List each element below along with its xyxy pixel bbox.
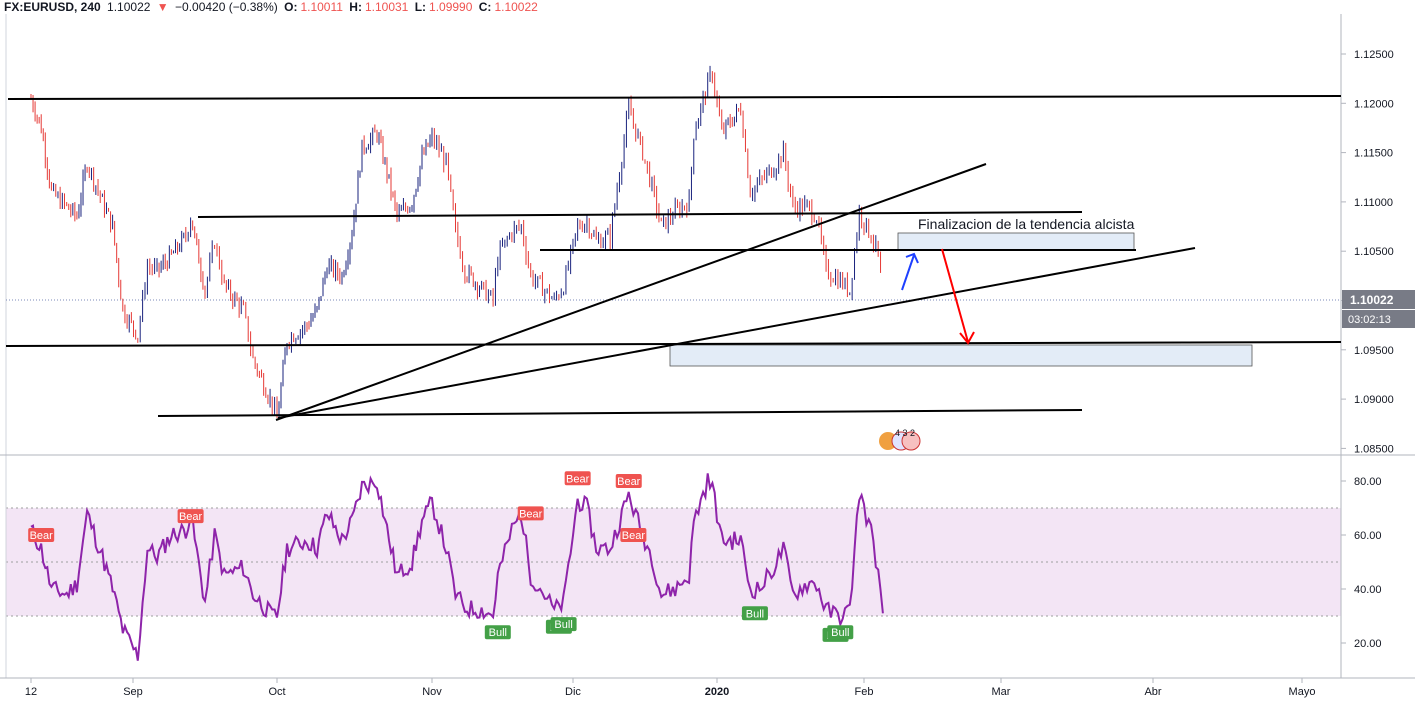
price-tick-label: 1.12500	[1354, 49, 1394, 61]
bear-signal-label: Bear	[30, 530, 54, 542]
bull-signal-label: Bull	[746, 608, 764, 620]
resistance-line-mid[interactable]	[197, 211, 1083, 218]
bear-signal-label: Bear	[519, 508, 543, 520]
rsi-line	[30, 473, 884, 661]
bounce-up-arrow[interactable]	[901, 252, 919, 291]
time-tick-label: Mar	[992, 686, 1011, 698]
time-tick-label: Mayo	[1289, 686, 1316, 698]
event-count: 4 3 2	[895, 428, 915, 438]
event-badge[interactable]: 4 3 2	[879, 428, 921, 451]
time-tick-label: 2020	[705, 686, 729, 698]
price-tick-label: 1.09500	[1354, 345, 1394, 357]
bull-signal-bg	[550, 617, 577, 632]
rsi-tick-label: 40.00	[1354, 584, 1382, 596]
bear-signal-label: Bear	[566, 473, 590, 485]
rsi-signals: Bear Bear Bull Bear Bull Bull Bear Bear Bear Bull…	[28, 471, 854, 642]
rsi-series	[30, 473, 884, 661]
bear-signal-bg	[615, 474, 642, 488]
bear-signal-bg	[177, 509, 204, 524]
last-value: 1.10022	[107, 0, 151, 14]
candlestick-series	[30, 65, 882, 419]
bull-signal-bg	[741, 606, 768, 621]
time-tick-label: Abr	[1144, 686, 1161, 698]
time-tick-label: Dic	[565, 686, 581, 698]
symbol-label[interactable]: FX:EURUSD, 240	[4, 0, 101, 14]
open-label: O:	[284, 0, 298, 14]
low-label: L:	[414, 0, 427, 14]
countdown-label: 03:02:13	[1348, 314, 1391, 326]
time-tick-label: Nov	[422, 686, 442, 698]
change-value: −0.00420 (−0.38%)	[175, 0, 278, 14]
price-tick-label: 1.11000	[1354, 197, 1393, 209]
high-value: 1.10031	[364, 0, 409, 14]
last-price-label: 1.10022	[1350, 293, 1394, 307]
rsi-tick-label: 20.00	[1354, 638, 1382, 650]
support-line-bottom[interactable]	[157, 409, 1083, 417]
price-pane[interactable]	[0, 14, 1341, 454]
bear-signal-bg	[28, 528, 55, 542]
bull-signal-label: Bull	[831, 627, 849, 639]
down-arrow-icon: ▼	[156, 0, 169, 14]
breakdown-arrow[interactable]	[941, 248, 975, 345]
high-label: H:	[349, 0, 362, 14]
trendline-shallow[interactable]	[277, 247, 1196, 419]
time-tick-label: Oct	[268, 686, 285, 698]
close-label: C:	[478, 0, 492, 14]
resistance-line-top[interactable]	[7, 95, 1342, 100]
open-value: 1.10011	[300, 0, 343, 14]
price-tick-label: 1.11500	[1354, 148, 1393, 160]
bear-signal-bg	[517, 506, 544, 521]
bear-signal-bg	[620, 528, 647, 542]
last-price-tag: 1.10022 03:02:13	[1342, 290, 1415, 328]
eu-flag-icon	[901, 431, 921, 451]
flag-icon	[879, 432, 897, 450]
rsi-axis[interactable]: 80.00 60.00 40.00 20.00	[1341, 476, 1382, 650]
lower-zone-box[interactable]	[669, 344, 1253, 367]
bear-signal-label: Bear	[622, 530, 646, 542]
bull-signal-bg	[484, 625, 511, 640]
bull-signal-label: Bull	[554, 619, 572, 631]
price-tick-label: 1.10500	[1354, 246, 1394, 258]
bear-signal-label: Bear	[617, 476, 641, 488]
price-tick-label: 1.08500	[1354, 443, 1394, 455]
rsi-band	[6, 508, 1341, 616]
last-price-bg	[1342, 290, 1415, 309]
bull-signal-label: Bull	[489, 627, 507, 639]
bull-signal-bg	[827, 625, 854, 640]
trendline-steep[interactable]	[275, 163, 987, 421]
countdown-bg	[1342, 310, 1415, 328]
price-axis[interactable]: 1.12500 1.12000 1.11500 1.11000 1.10500 1.100…	[1341, 49, 1394, 455]
time-tick-label: Sep	[123, 686, 143, 698]
rsi-tick-label: 80.00	[1354, 476, 1382, 488]
price-tick-label: 1.09000	[1354, 394, 1394, 406]
time-tick-label: 12	[25, 686, 37, 698]
bear-signal-bg	[564, 471, 591, 486]
time-tick-label: Feb	[855, 686, 874, 698]
annotation-text: Finalizacion de la tendencia alcista	[918, 216, 1135, 232]
symbol-header: FX:EURUSD, 240 1.10022 ▼ −0.00420 (−0.38…	[4, 0, 541, 14]
rsi-tick-label: 60.00	[1354, 530, 1382, 542]
time-axis[interactable]: 12 Sep Oct Nov Dic 2020 Feb Mar Abr Mayo	[25, 678, 1316, 698]
close-value: 1.10022	[494, 0, 538, 14]
low-value: 1.09990	[429, 0, 473, 14]
bear-signal-label: Bear	[179, 511, 203, 523]
upper-zone-box[interactable]	[897, 232, 1135, 251]
price-tick-label: 1.12000	[1354, 98, 1394, 110]
